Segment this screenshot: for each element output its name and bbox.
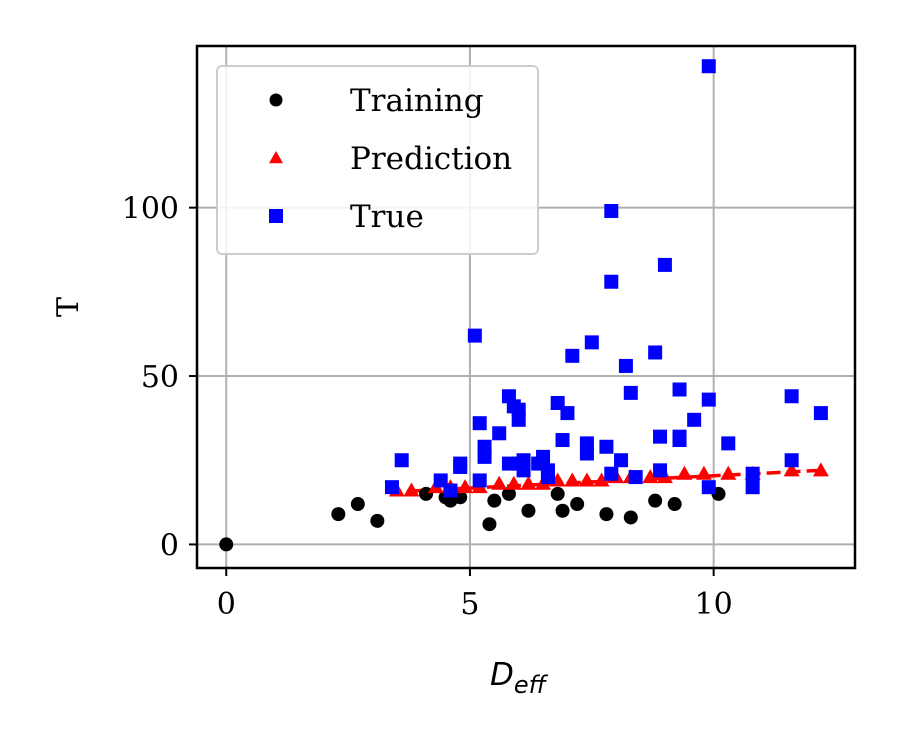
legend: Training Prediction True <box>216 65 539 255</box>
plot-frame <box>195 44 857 570</box>
true-point <box>384 480 399 495</box>
x-tick-label: 10 <box>695 587 733 622</box>
true-point <box>648 345 663 360</box>
x-axis-label: Deff <box>490 657 549 699</box>
training-point <box>667 497 682 512</box>
training-point <box>350 497 365 512</box>
true-point <box>687 412 702 427</box>
training-point <box>570 497 585 512</box>
legend-label-true: True <box>350 199 424 235</box>
legend-marker-prediction <box>269 151 283 164</box>
true-point <box>516 453 531 468</box>
training-point <box>623 510 638 525</box>
training-point <box>521 503 536 518</box>
true-point <box>604 274 619 289</box>
true-point <box>555 433 570 448</box>
true-point <box>472 416 487 431</box>
true-point <box>492 426 507 441</box>
true-point <box>560 406 575 421</box>
true-point <box>584 335 599 350</box>
true-point <box>701 392 716 407</box>
true-point <box>653 429 668 444</box>
prediction-point <box>642 469 659 484</box>
prediction-point <box>593 472 610 487</box>
legend-marker-training <box>269 93 283 107</box>
x-tick-label: 5 <box>460 587 479 622</box>
data-marks <box>219 59 829 552</box>
prediction-point <box>457 479 474 494</box>
training-point <box>550 486 565 501</box>
true-point <box>614 453 629 468</box>
prediction-point <box>491 475 508 490</box>
prediction-point <box>676 465 693 480</box>
prediction-point <box>695 465 712 480</box>
training-point <box>487 493 502 508</box>
true-point <box>618 358 633 373</box>
legend-label-training: Training <box>350 83 484 119</box>
true-point <box>599 439 614 454</box>
prediction-point <box>505 475 522 490</box>
true-point <box>701 480 716 495</box>
true-point <box>540 470 555 485</box>
training-point <box>370 513 385 528</box>
x-axis-label-subscript: eff <box>514 671 549 699</box>
true-point <box>745 480 760 495</box>
true-point <box>657 257 672 272</box>
legend-marker-true <box>269 209 283 223</box>
training-point <box>219 537 234 552</box>
prediction-point <box>520 475 537 490</box>
true-point <box>477 449 492 464</box>
y-axis-label: T <box>51 297 86 317</box>
training-point <box>555 503 570 518</box>
true-point <box>701 59 716 74</box>
true-point <box>784 389 799 404</box>
prediction-point <box>564 472 581 487</box>
training-point <box>331 507 346 522</box>
true-point <box>628 470 643 485</box>
true-point <box>511 402 526 417</box>
true-point <box>565 348 580 363</box>
y-tick-label: 50 <box>141 360 179 395</box>
true-point <box>604 466 619 481</box>
x-tick-label: 0 <box>217 587 236 622</box>
true-point <box>672 429 687 444</box>
training-point <box>482 517 497 532</box>
prediction-point <box>578 472 595 487</box>
true-point <box>467 328 482 343</box>
training-point <box>648 493 663 508</box>
true-point <box>604 204 619 219</box>
training-point <box>501 486 516 501</box>
y-tick-label: 0 <box>160 528 179 563</box>
true-point <box>579 446 594 461</box>
true-point <box>536 449 551 464</box>
true-point <box>721 436 736 451</box>
true-point <box>623 385 638 400</box>
prediction-point <box>720 465 737 480</box>
legend-label-prediction: Prediction <box>350 141 512 177</box>
true-point <box>813 406 828 421</box>
true-point <box>672 382 687 397</box>
prediction-point <box>812 462 829 477</box>
true-point <box>653 463 668 478</box>
true-point <box>394 453 409 468</box>
x-axis-label-main: D <box>490 657 514 693</box>
legend-box <box>216 65 539 255</box>
y-tick-label: 100 <box>122 192 179 227</box>
true-point <box>784 453 799 468</box>
true-point <box>472 473 487 488</box>
true-point <box>453 459 468 474</box>
prediction-point <box>403 482 420 497</box>
true-point <box>443 483 458 498</box>
training-point <box>599 507 614 522</box>
prediction-point <box>783 462 800 477</box>
true-point <box>745 466 760 481</box>
